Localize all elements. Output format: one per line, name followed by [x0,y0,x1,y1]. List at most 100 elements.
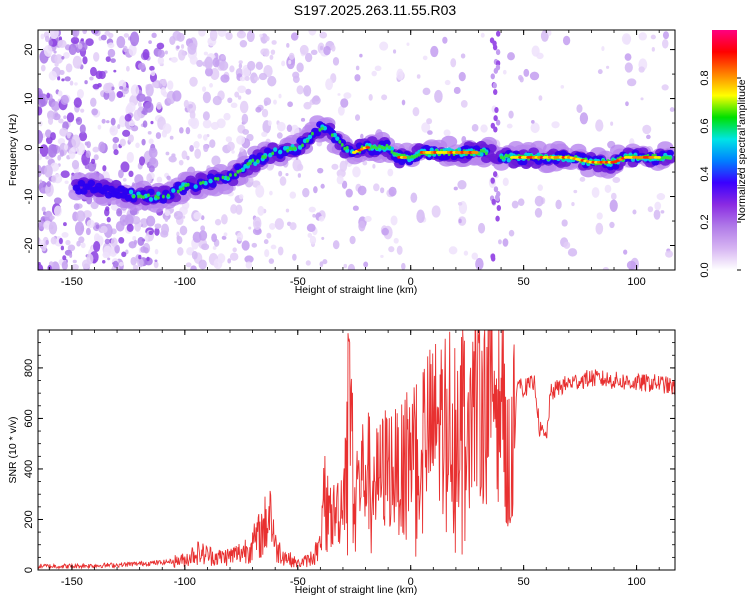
noise-blob [82,56,88,65]
colorbar-gradient [712,30,737,270]
noise-blob [118,115,127,128]
noise-blob [61,55,65,60]
noise-blob [84,80,88,85]
ridge-blob [412,155,416,159]
noise-blob [537,184,543,192]
noise-blob [290,32,299,41]
noise-blob [53,50,57,54]
noise-blob [144,101,154,113]
ridge-blob [271,151,275,156]
noise-blob [192,231,202,243]
noise-blob [188,101,192,105]
spike-blob [490,73,495,80]
ridge-blob [507,154,511,158]
noise-blob [319,31,328,39]
noise-blob [239,147,244,152]
noise-blob [69,253,73,258]
noise-blob [227,97,233,104]
ridge-blob [661,155,665,160]
noise-blob [209,139,216,148]
noise-blob [54,54,64,64]
noise-blob [530,122,540,134]
noise-blob [534,195,544,207]
noise-blob [166,175,171,180]
noise-blob [153,261,159,269]
noise-blob [198,259,207,270]
ridge-blob [208,178,213,184]
noise-blob [93,51,100,62]
noise-blob [46,110,55,120]
ridge-blob [306,139,309,143]
snr-series [38,330,675,570]
noise-blob [225,31,233,41]
noise-blob [270,49,276,55]
noise-blob [536,52,544,60]
noise-blob [234,91,240,98]
noise-blob [251,242,258,248]
noise-blob [457,201,463,206]
ridge-blob [385,143,389,148]
noise-blob [255,184,265,198]
noise-blob [85,150,91,158]
noise-blob [81,259,91,269]
noise-blob [93,240,101,253]
noise-blob [140,246,147,253]
noise-blob [51,101,61,112]
ridge-blob [199,181,203,186]
noise-blob [155,132,162,140]
noise-blob [220,55,226,60]
noise-blob [303,101,312,110]
noise-blob [154,223,162,229]
ridge-blob [203,180,208,186]
noise-blob [502,177,509,187]
noise-blob [156,176,163,183]
noise-blob [148,138,154,145]
x-tick-label: 50 [518,576,530,588]
noise-blob [306,223,316,233]
noise-blob [560,84,565,89]
noise-blob [388,186,397,197]
noise-blob [236,30,247,39]
noise-blob [65,239,71,246]
x-tick-label: 50 [518,276,530,288]
spike-blob [495,30,501,37]
noise-blob [106,120,110,124]
noise-blob [529,71,540,81]
noise-blob [182,215,186,219]
noise-blob [278,93,282,99]
noise-blob [80,242,86,249]
noise-blob [77,42,83,50]
noise-blob [44,35,50,43]
noise-blob [40,33,45,40]
noise-blob [48,221,58,235]
noise-blob [236,232,244,242]
spike-blob [495,195,500,202]
spike-blob [493,89,498,96]
noise-blob [196,59,204,68]
noise-blob [202,119,212,129]
noise-blob [78,236,85,244]
ridge-blob [307,134,313,140]
noise-blob [211,155,221,166]
noise-blob [623,249,628,255]
ridge-blob [345,148,350,153]
noise-blob [219,60,229,71]
noise-blob [380,254,384,258]
noise-blob [179,225,188,236]
noise-blob [176,235,183,245]
noise-blob [121,251,127,258]
noise-blob [374,65,382,72]
spike-blob [495,49,501,56]
noise-blob [142,48,150,60]
spike-blob [492,82,497,89]
noise-blob [165,151,170,156]
noise-blob [563,241,571,249]
noise-blob [90,158,96,164]
ridge-blob [166,193,170,198]
noise-blob [238,194,244,200]
spike-blob [495,215,500,222]
noise-blob [431,205,441,218]
spectrogram-x-label: Height of straight line (km) [295,284,418,296]
noise-blob [146,215,156,227]
noise-blob [61,260,68,270]
